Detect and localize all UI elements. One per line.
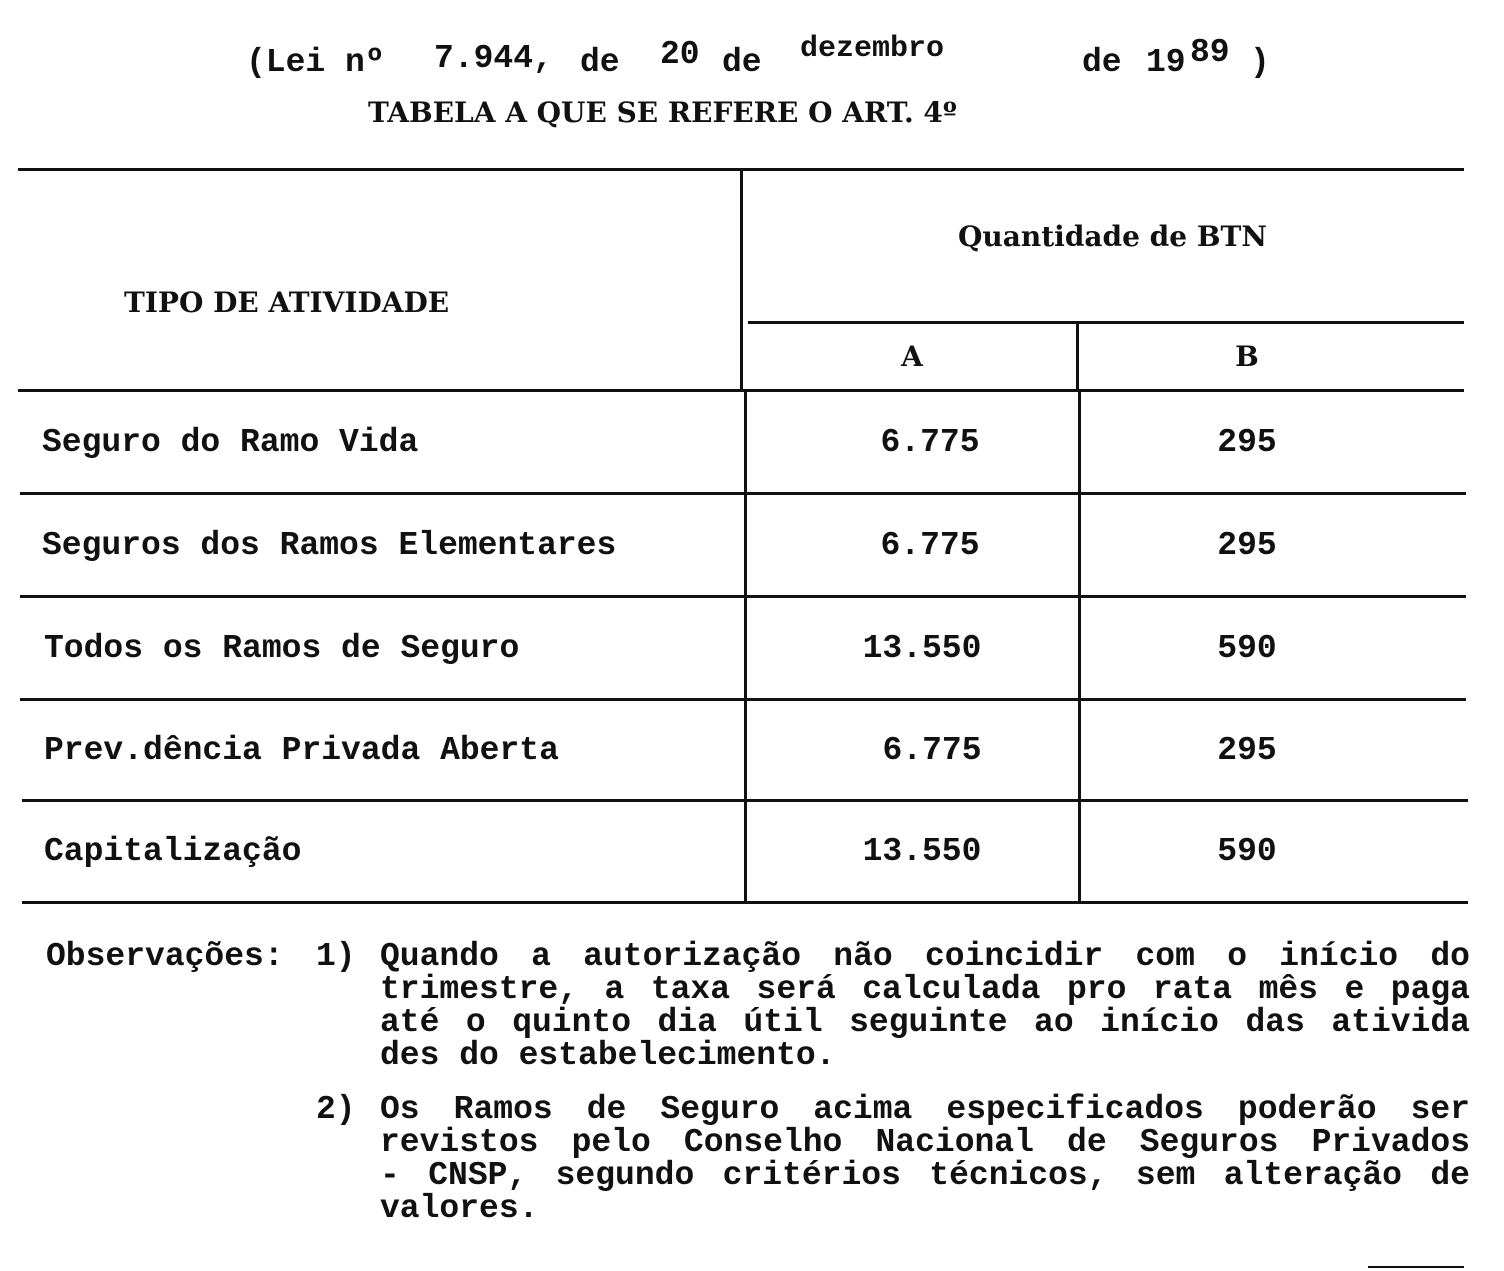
value-b-cell: 295 xyxy=(1217,526,1277,564)
value-a-cell: 13.550 xyxy=(862,833,982,870)
row-rule xyxy=(20,595,1466,598)
footer-rule xyxy=(1368,1266,1464,1268)
observation-line: Quando a autorização não coincidir com o… xyxy=(380,938,1470,975)
table-title: TABELA A QUE SE REFERE O ART. 4º xyxy=(368,96,957,129)
activity-cell: Prev.dência Privada Aberta xyxy=(44,731,559,769)
activity-col-divider xyxy=(744,389,747,904)
law-prefix: (Lei nº xyxy=(246,44,385,81)
col-header-b: B xyxy=(1235,340,1259,373)
observation-number: 2) xyxy=(316,1091,356,1128)
observation-line: trimestre, a taxa será calculada pro rat… xyxy=(380,971,1470,1008)
col-header-group: Quantidade de BTN xyxy=(958,220,1267,253)
activity-cell: Seguros dos Ramos Elementares xyxy=(42,526,617,564)
value-b-cell: 590 xyxy=(1217,629,1277,667)
law-day: 20 xyxy=(660,36,700,73)
law-year-prefix: 19 xyxy=(1146,44,1186,81)
value-b-cell: 295 xyxy=(1217,423,1277,461)
value-b-cell: 295 xyxy=(1217,731,1277,769)
row-rule xyxy=(20,698,1466,701)
law-number: 7.944, xyxy=(434,40,553,77)
observation-number: 1) xyxy=(316,938,356,975)
observation-line: - CNSP, segundo critérios técnicos, sem … xyxy=(380,1157,1470,1194)
activity-cell: Seguro do Ramo Vida xyxy=(42,423,419,461)
activity-cell: Capitalização xyxy=(44,833,302,870)
value-a-cell: 6.775 xyxy=(882,731,982,769)
law-close-paren: ) xyxy=(1250,44,1270,81)
value-a-cell: 13.550 xyxy=(862,629,982,667)
observation-line: revistos pelo Conselho Nacional de Segur… xyxy=(380,1124,1470,1161)
law-de-1: de xyxy=(580,44,620,81)
ab-header-divider xyxy=(1076,321,1079,390)
col-header-activity: TIPO DE ATIVIDADE xyxy=(124,286,450,319)
value-a-cell: 6.775 xyxy=(880,526,980,564)
observations-label: Observações: xyxy=(46,938,284,975)
col-header-a: A xyxy=(901,340,923,373)
activity-cell: Todos os Ramos de Seguro xyxy=(44,629,520,667)
row-rule xyxy=(20,492,1466,495)
law-year-suffix: 89 xyxy=(1190,34,1230,71)
observation-line: des do estabelecimento. xyxy=(380,1037,836,1074)
law-month: dezembro xyxy=(800,32,945,66)
law-de-2: de xyxy=(722,44,762,81)
observation-line: até o quinto dia útil seguinte ao início… xyxy=(380,1004,1470,1041)
law-de-3: de xyxy=(1082,44,1122,81)
ab-col-divider xyxy=(1078,389,1081,904)
observation-line: valores. xyxy=(380,1190,539,1227)
subheader-rule xyxy=(748,321,1464,324)
value-b-cell: 590 xyxy=(1217,833,1277,870)
observation-line: Os Ramos de Seguro acima especificados p… xyxy=(380,1091,1470,1128)
header-bottom-rule xyxy=(18,389,1464,392)
row-rule xyxy=(22,799,1468,802)
table-bottom-rule xyxy=(22,901,1468,904)
value-a-cell: 6.775 xyxy=(880,423,980,461)
header-divider xyxy=(740,168,743,390)
